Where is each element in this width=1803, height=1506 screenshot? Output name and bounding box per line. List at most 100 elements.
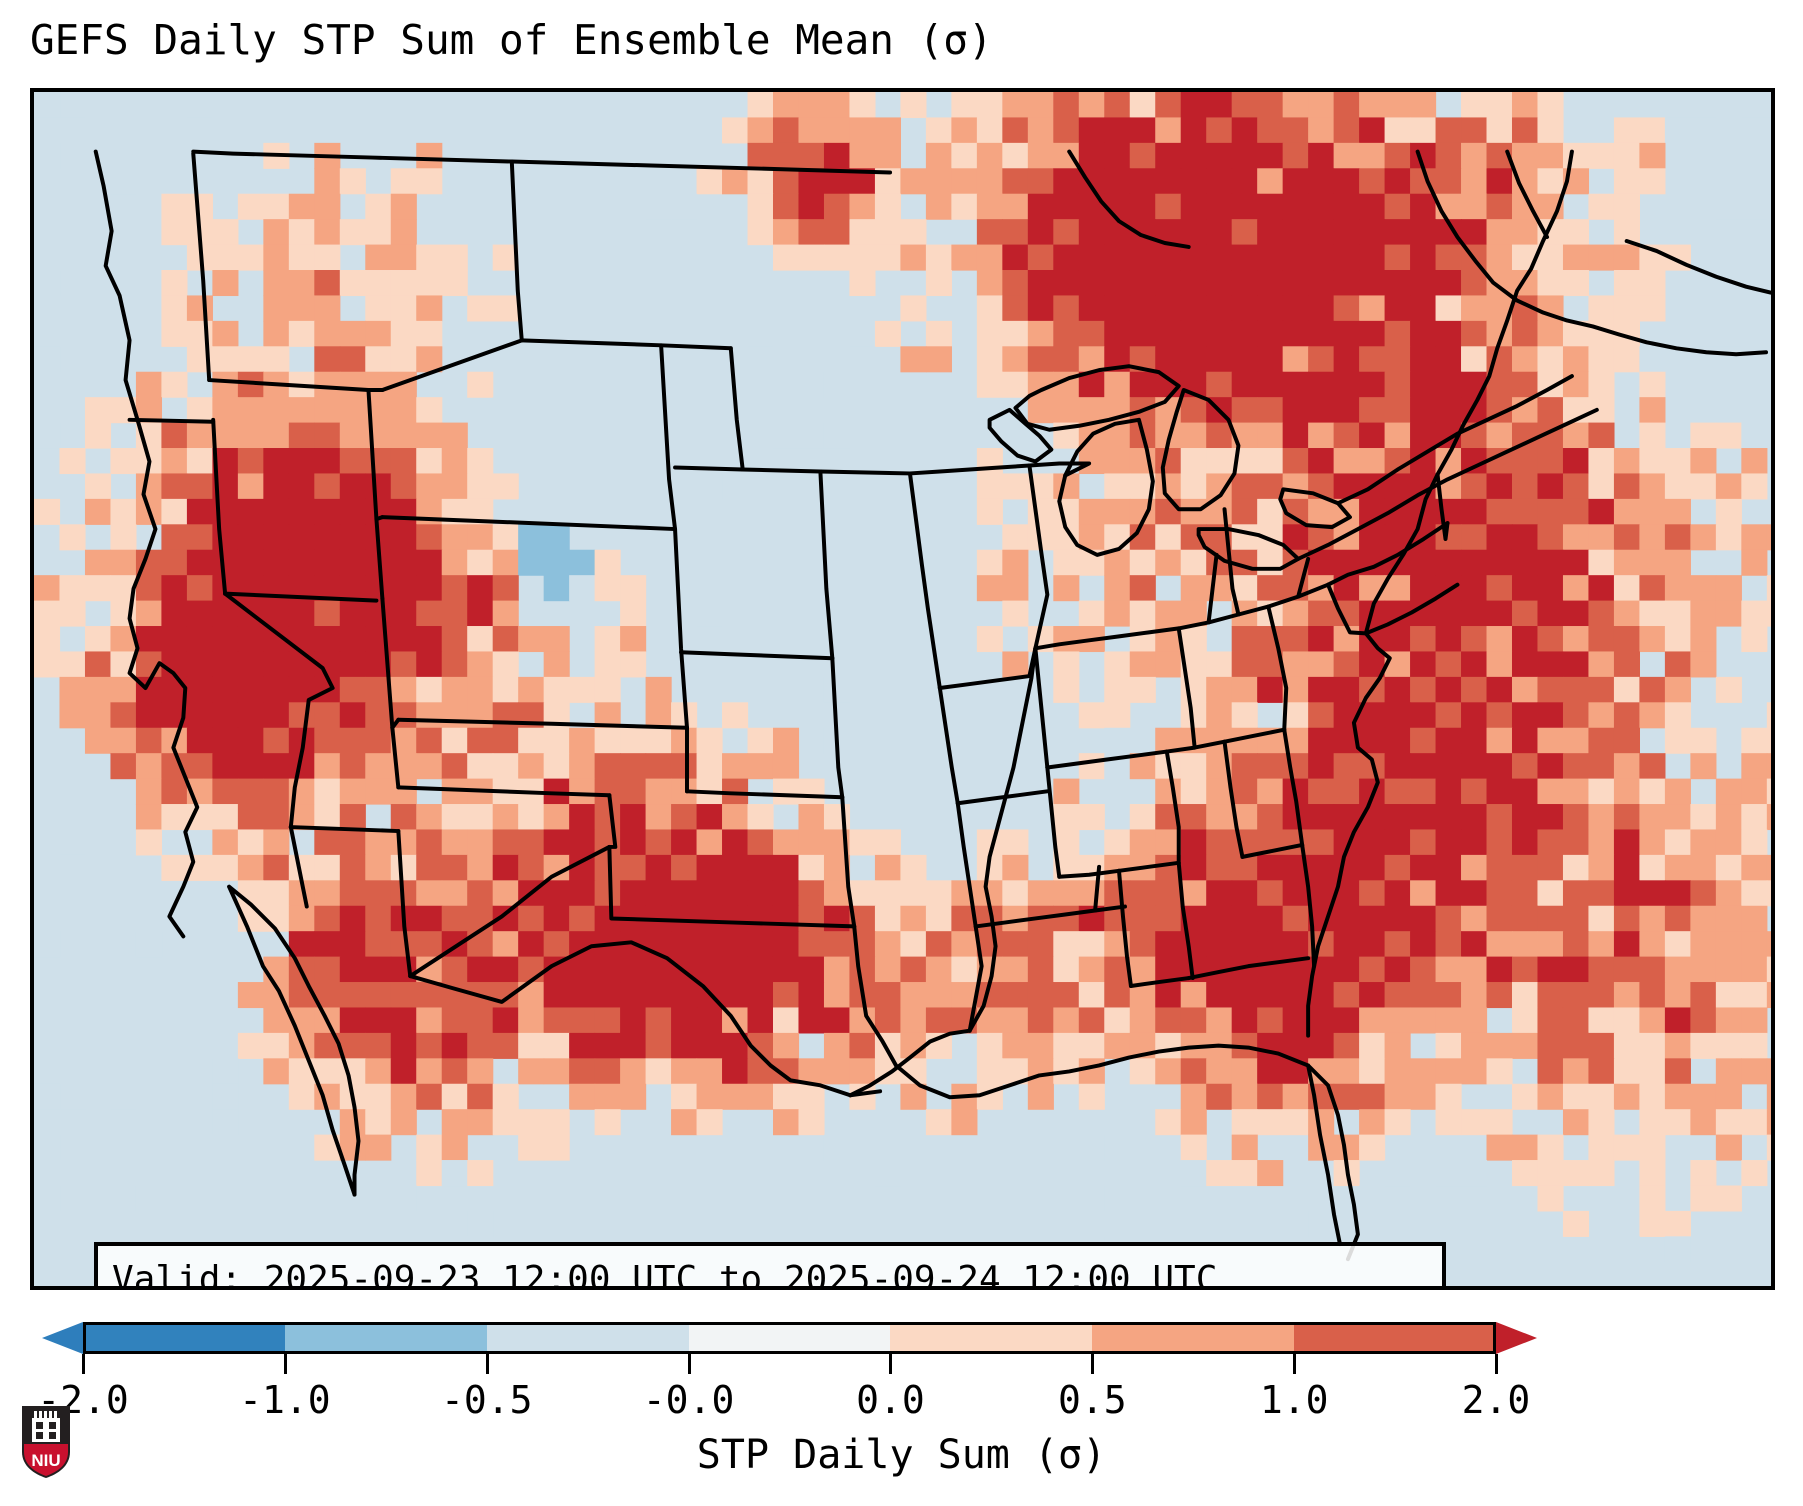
heatmap-cell [1231,117,1258,144]
heatmap-cell [594,1007,621,1034]
heatmap-cell [1333,854,1360,881]
heatmap-cell [390,219,417,246]
heatmap-cell [1741,448,1768,475]
heatmap-cell [976,193,1003,220]
heatmap-cell [1461,1007,1488,1034]
heatmap-cell [1486,854,1513,881]
heatmap-cell [569,905,596,932]
heatmap-cell [1384,956,1411,983]
heatmap-cell [186,117,213,144]
heatmap-cell [1715,854,1742,881]
heatmap-cell [1155,905,1182,932]
heatmap-cell [1053,1032,1080,1059]
heatmap-cell [1639,397,1666,424]
heatmap-cell [161,295,188,322]
heatmap-cell [1359,92,1386,119]
heatmap-cell [1002,168,1029,195]
heatmap-cell [1613,651,1641,678]
heatmap-cell [874,956,902,983]
heatmap-cell [1639,524,1666,551]
heatmap-cell [467,905,494,932]
heatmap-cell [314,549,341,576]
heatmap-cell [1053,397,1080,424]
heatmap-cell [1206,1083,1233,1110]
heatmap-cell [1231,753,1258,780]
heatmap-cell [569,727,596,754]
heatmap-cell [1180,346,1207,373]
heatmap-cell [1002,854,1029,881]
heatmap-cell [696,626,723,653]
heatmap-cell [671,1109,698,1136]
heatmap-cell [1155,498,1182,525]
heatmap-cell [620,1083,647,1110]
heatmap-cell [1308,1007,1335,1034]
heatmap-cell [671,575,698,602]
heatmap-cell [1690,931,1717,958]
heatmap-cell [1078,1083,1105,1110]
heatmap-cell [492,982,519,1009]
heatmap-cell [1613,1236,1641,1263]
heatmap-cell [1104,676,1131,703]
heatmap-cell [1410,549,1437,576]
heatmap-cell [288,600,315,627]
heatmap-cell [1206,320,1233,347]
heatmap-cell [339,804,366,831]
heatmap-cell [339,676,366,703]
colorbar-tick-label: 1.0 [1259,1378,1329,1422]
heatmap-cell [722,702,749,729]
heatmap-cell [620,575,647,602]
heatmap-cell [467,880,494,907]
heatmap-cell [1613,1007,1641,1034]
heatmap-cell [518,524,545,551]
heatmap-cell [263,295,290,322]
heatmap-cell [34,651,61,678]
heatmap-cell [543,753,570,780]
heatmap-cell [1333,346,1360,373]
map-panel[interactable]: Valid: 2025-09-23 12:00 UTC to 2025-09-2… [30,88,1775,1290]
heatmap-cell [237,1032,264,1059]
heatmap-cell [1078,956,1105,983]
heatmap-cell [1257,549,1284,576]
heatmap-cell [874,575,902,602]
heatmap-cell [263,600,290,627]
heatmap-cell [288,905,315,932]
heatmap-cell [237,651,264,678]
heatmap-cell [1359,1007,1386,1034]
heatmap-cell [1333,626,1360,653]
heatmap-cell [900,1007,927,1034]
heatmap-cell [492,549,519,576]
heatmap-cell [34,346,61,373]
heatmap-cell [1180,142,1207,169]
heatmap-cell [1588,498,1615,525]
heatmap-cell [1359,448,1386,475]
heatmap-cell [823,117,851,144]
heatmap-cell [1461,346,1488,373]
heatmap-cell [339,778,366,805]
heatmap-cell [1180,549,1207,576]
heatmap-cell [1410,651,1437,678]
heatmap-cell [1461,549,1488,576]
heatmap-cell [365,244,392,271]
heatmap-cell [110,498,137,525]
heatmap-cell [1359,727,1386,754]
heatmap-cell [1588,1032,1615,1059]
colorbar-gradient[interactable] [83,1322,1496,1354]
heatmap-cell [492,1032,519,1059]
heatmap-cell [1537,626,1564,653]
heatmap-cell [339,320,366,347]
heatmap-cell [1511,931,1539,958]
heatmap-cell [1257,244,1284,271]
heatmap-cell [1486,626,1513,653]
heatmap-cell [1206,905,1233,932]
heatmap-cell [671,880,698,907]
heatmap-cell [390,320,417,347]
heatmap-cell [1180,880,1207,907]
heatmap-cell [390,651,417,678]
heatmap-cell [186,1134,213,1161]
heatmap-cell [1384,854,1411,881]
heatmap-cell [1104,702,1131,729]
heatmap-cell [1333,422,1360,449]
heatmap-cell [263,193,290,220]
heatmap-cell [1410,626,1437,653]
heatmap-cell [390,244,417,271]
